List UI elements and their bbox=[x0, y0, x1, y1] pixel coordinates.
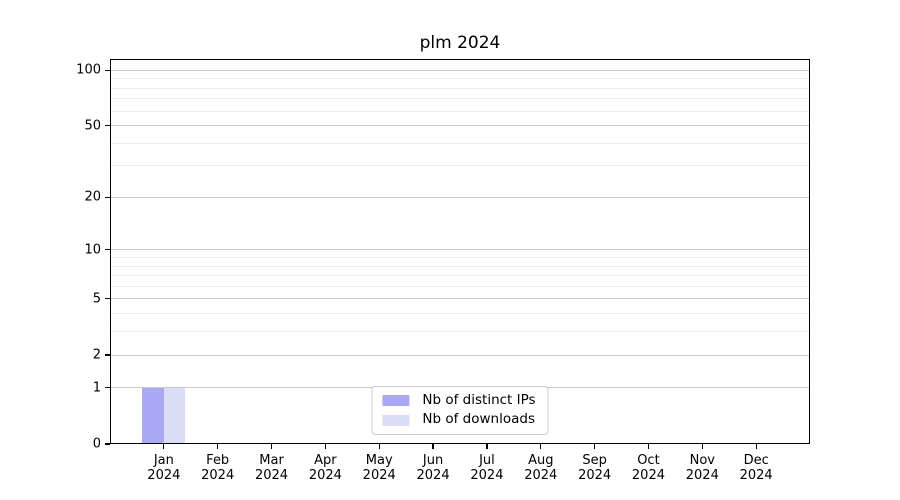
y-gridline-minor bbox=[110, 142, 810, 144]
bar-nb-of-downloads-jan bbox=[163, 387, 186, 444]
x-tick-month: Nov bbox=[689, 453, 715, 468]
y-gridline-minor bbox=[110, 87, 810, 89]
x-tick-label: Aug 2024 bbox=[524, 453, 557, 484]
y-tick-label: 100 bbox=[76, 62, 101, 78]
x-tick-mark bbox=[378, 444, 380, 449]
y-tick-mark bbox=[105, 249, 110, 251]
y-gridline-minor bbox=[110, 165, 810, 167]
x-tick-mark bbox=[163, 444, 165, 449]
x-tick-label: Feb 2024 bbox=[201, 453, 234, 484]
legend-swatch-icon bbox=[382, 414, 410, 426]
x-tick-label: Mar 2024 bbox=[255, 453, 288, 484]
y-tick-label: 20 bbox=[84, 189, 101, 205]
y-tick-mark bbox=[105, 443, 110, 445]
y-tick-mark bbox=[105, 298, 110, 300]
x-tick-label: Apr 2024 bbox=[309, 453, 342, 484]
x-tick-month: Jan bbox=[153, 453, 174, 468]
x-tick-mark bbox=[270, 444, 273, 449]
x-tick-mark bbox=[432, 444, 434, 449]
x-tick-month: Oct bbox=[637, 453, 660, 468]
y-tick-mark bbox=[105, 69, 110, 71]
y-tick-mark bbox=[105, 196, 110, 198]
y-gridline-minor bbox=[110, 110, 810, 112]
x-tick-month: May bbox=[365, 453, 393, 468]
x-tick-month: Mar bbox=[259, 453, 284, 468]
bar-nb-of-distinct-ips-jan bbox=[142, 387, 164, 444]
x-tick-mark bbox=[647, 444, 650, 449]
y-gridline-major bbox=[110, 125, 810, 127]
x-tick-year: 2024 bbox=[578, 468, 612, 484]
x-tick-month: Sep bbox=[582, 453, 607, 468]
y-tick-label: 1 bbox=[92, 380, 101, 396]
x-tick-label: Oct 2024 bbox=[632, 453, 665, 484]
plot-area: 0 1 2 5 10 20 50 100 Jan 2024 Feb 2024 Mar 2024 Apr 202… bbox=[76, 59, 810, 483]
y-gridline-minor bbox=[110, 285, 810, 287]
x-tick-year: 2024 bbox=[147, 468, 181, 484]
x-tick-month: Aug bbox=[528, 453, 554, 468]
legend-swatch-icon bbox=[382, 395, 410, 407]
x-tick-year: 2024 bbox=[254, 468, 289, 484]
y-tick-label: 0 bbox=[92, 436, 101, 452]
y-tick-mark bbox=[105, 387, 110, 389]
y-gridline-major bbox=[110, 69, 810, 71]
x-tick-year: 2024 bbox=[631, 468, 665, 484]
legend-item: Nb of downloads bbox=[382, 412, 535, 428]
x-tick-year: 2024 bbox=[308, 468, 342, 484]
y-gridline-minor bbox=[110, 313, 810, 315]
x-tick-mark bbox=[217, 444, 219, 449]
x-tick-mark bbox=[701, 444, 703, 449]
chart-title: plm 2024 bbox=[419, 33, 501, 53]
x-tick-mark bbox=[755, 444, 757, 449]
x-tick-mark bbox=[324, 444, 326, 449]
x-tick-year: 2024 bbox=[739, 468, 773, 484]
x-tick-label: May 2024 bbox=[363, 453, 396, 484]
y-gridline-minor bbox=[110, 257, 810, 258]
x-tick-label: Jul 2024 bbox=[470, 453, 503, 484]
y-tick-label: 5 bbox=[92, 291, 101, 307]
y-gridline-major bbox=[110, 196, 810, 198]
legend-label: Nb of distinct IPs bbox=[422, 391, 536, 408]
y-gridline-major bbox=[110, 249, 810, 251]
x-tick-month: Dec bbox=[743, 453, 769, 468]
x-tick-month: Jun bbox=[422, 453, 444, 468]
y-tick-label: 50 bbox=[84, 118, 101, 134]
y-gridline-minor bbox=[110, 98, 810, 100]
y-tick-mark bbox=[105, 124, 110, 127]
y-tick-label: 10 bbox=[84, 242, 101, 258]
x-tick-label: Jan 2024 bbox=[147, 453, 180, 484]
y-gridline-major bbox=[110, 354, 810, 356]
x-tick-year: 2024 bbox=[524, 468, 558, 484]
x-tick-month: Jul bbox=[479, 453, 495, 468]
legend: Nb of distinct IPs Nb of downloads bbox=[371, 385, 549, 435]
legend-label: Nb of downloads bbox=[422, 411, 535, 428]
y-gridline-minor bbox=[110, 78, 810, 80]
x-tick-label: Jun 2024 bbox=[417, 453, 450, 484]
x-tick-month: Feb bbox=[206, 453, 230, 468]
x-tick-label: Sep 2024 bbox=[578, 453, 611, 484]
x-tick-year: 2024 bbox=[685, 468, 719, 484]
y-tick-mark bbox=[105, 354, 110, 356]
x-tick-year: 2024 bbox=[470, 468, 504, 484]
x-tick-month: Apr bbox=[314, 453, 337, 468]
x-tick-year: 2024 bbox=[201, 468, 235, 484]
x-tick-year: 2024 bbox=[416, 468, 450, 484]
x-tick-mark bbox=[540, 444, 542, 449]
x-tick-label: Dec 2024 bbox=[740, 453, 773, 484]
x-tick-mark bbox=[594, 444, 596, 449]
x-tick-mark bbox=[486, 444, 488, 449]
legend-item: Nb of distinct IPs bbox=[382, 391, 536, 409]
y-gridline-major bbox=[110, 298, 810, 300]
y-gridline-minor bbox=[110, 265, 810, 267]
y-tick-label: 2 bbox=[92, 347, 101, 363]
y-gridline-minor bbox=[110, 275, 810, 277]
x-tick-label: Nov 2024 bbox=[686, 453, 719, 484]
y-gridline-minor bbox=[110, 331, 810, 333]
x-tick-year: 2024 bbox=[362, 468, 396, 484]
